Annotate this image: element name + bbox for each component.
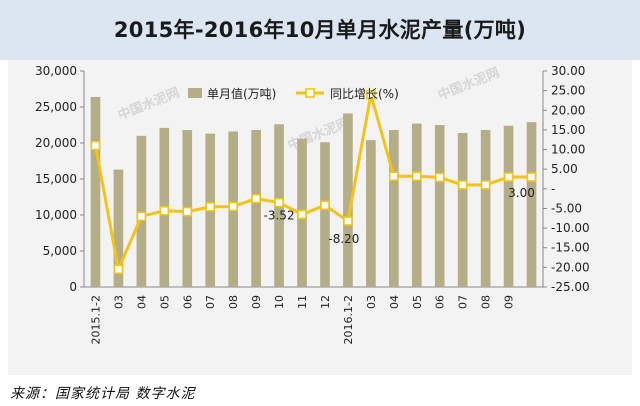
- growth-marker-16: [457, 180, 468, 190]
- bar-16: [457, 132, 468, 287]
- right-tick-label: 20.00: [551, 103, 585, 117]
- x-tick-label: 09: [503, 295, 516, 309]
- watermark-text: 中国水泥网: [286, 115, 352, 154]
- bar-2: [136, 135, 147, 287]
- x-tick-label: 03: [112, 295, 125, 309]
- growth-marker-1: [113, 264, 124, 275]
- x-tick-label: 11: [296, 295, 309, 309]
- x-tick-label: 2015.1-2: [89, 295, 102, 344]
- x-tick-label: 05: [411, 295, 424, 309]
- right-tick-label: 30.00: [551, 64, 585, 78]
- source-note: 来源：国家统计局 数字水泥: [10, 386, 196, 402]
- growth-marker-12: [366, 89, 376, 100]
- x-tick-label: 09: [250, 295, 263, 309]
- growth-marker-18: [503, 172, 514, 182]
- bar-7: [251, 130, 261, 287]
- growth-marker-0: [90, 140, 101, 151]
- data-label: -3.52: [264, 209, 295, 223]
- x-tick-label: 04: [388, 295, 401, 309]
- x-tick-label: 08: [480, 295, 493, 309]
- growth-marker-4: [182, 206, 193, 217]
- bar-15: [434, 125, 445, 287]
- bar-17: [480, 130, 491, 287]
- chart-title: 2015年-2016年10月单月水泥产量(万吨): [113, 18, 527, 42]
- legend-label-growth: 同比增长(%): [330, 87, 399, 101]
- left-tick-label: 15,000: [35, 172, 77, 186]
- left-tick-label: 20,000: [35, 136, 77, 150]
- left-tick-label: 5,000: [43, 244, 77, 258]
- bar-12: [366, 140, 376, 287]
- growth-marker-2: [136, 211, 147, 222]
- right-tick-label: 5.00: [551, 162, 578, 176]
- left-tick-label: 0: [69, 280, 77, 294]
- bar-11: [343, 113, 353, 287]
- growth-marker-8: [274, 197, 284, 208]
- x-tick-label: 10: [273, 295, 286, 309]
- x-tick-label: 07: [204, 295, 217, 309]
- left-tick-label: 25,000: [35, 100, 77, 114]
- growth-marker-9: [297, 209, 307, 220]
- title-bar: [0, 0, 640, 60]
- bar-19: [526, 122, 537, 288]
- x-tick-label: 03: [365, 295, 378, 309]
- data-label: 3.00: [508, 186, 535, 200]
- right-tick-label: -10.00: [551, 221, 590, 235]
- growth-marker-6: [228, 201, 238, 212]
- bar-1: [113, 169, 124, 287]
- right-tick-label: -5.00: [551, 201, 582, 215]
- growth-marker-11: [343, 216, 353, 226]
- left-tick-label: 30,000: [35, 64, 77, 78]
- growth-marker-5: [205, 202, 216, 212]
- bar-0: [90, 96, 101, 287]
- x-tick-label: 06: [434, 295, 447, 309]
- growth-marker-15: [434, 172, 445, 183]
- growth-marker-7: [251, 193, 261, 204]
- legend-swatch-bars: [188, 88, 202, 98]
- watermark-text: 中国水泥网: [116, 85, 182, 124]
- legend-label-bars: 单月值(万吨): [207, 86, 276, 101]
- growth-marker-3: [159, 206, 170, 216]
- right-tick-label: 15.00: [551, 123, 585, 137]
- data-label: -8.20: [328, 232, 359, 246]
- x-tick-label: 08: [227, 295, 240, 309]
- growth-marker-17: [480, 180, 491, 190]
- x-tick-label: 05: [158, 295, 171, 309]
- growth-marker-14: [411, 171, 422, 182]
- right-tick-label: 10.00: [551, 143, 585, 157]
- x-tick-label: 06: [181, 295, 194, 309]
- legend-marker-growth: [305, 88, 315, 98]
- x-tick-label: 04: [135, 295, 148, 309]
- right-tick-label: 25.00: [551, 84, 585, 98]
- x-tick-label: 12: [319, 295, 332, 309]
- left-tick-label: 10,000: [35, 208, 77, 222]
- x-tick-label: 2016.1-2: [342, 295, 355, 344]
- bar-13: [389, 130, 399, 287]
- right-tick-label: -20.00: [551, 260, 590, 274]
- right-tick-label: -25.00: [551, 280, 590, 294]
- watermark-text: 中国水泥网: [436, 65, 502, 104]
- growth-marker-10: [320, 200, 330, 211]
- x-tick-label: 07: [457, 295, 470, 309]
- bar-14: [411, 123, 422, 287]
- bar-18: [503, 125, 514, 287]
- right-tick-label: -15.00: [551, 241, 590, 255]
- growth-marker-13: [389, 171, 399, 182]
- right-tick-label: -: [551, 182, 555, 196]
- growth-marker-19: [526, 172, 537, 182]
- bar-10: [320, 142, 330, 287]
